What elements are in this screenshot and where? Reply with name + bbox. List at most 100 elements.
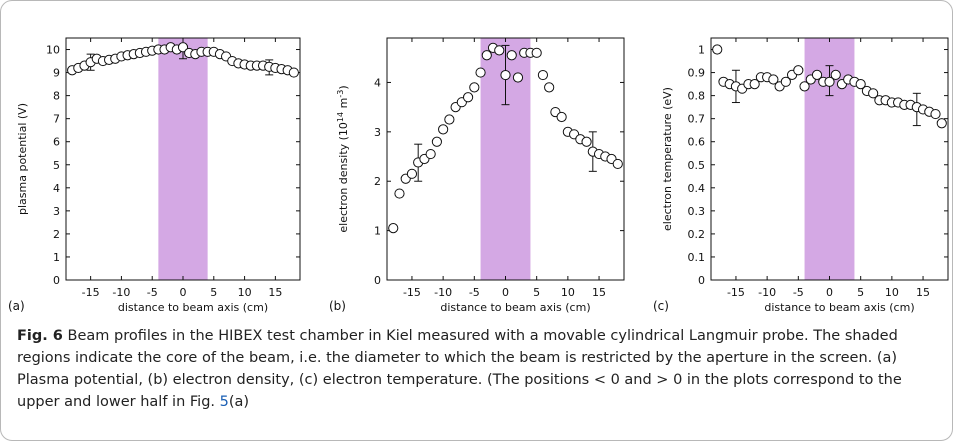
data-point: [936, 118, 947, 129]
y-tick-label: 9: [53, 67, 60, 80]
x-tick-label: 10: [238, 286, 252, 299]
data-point: [388, 223, 399, 234]
data-point: [406, 168, 418, 179]
y-tick-label: 1: [53, 251, 60, 264]
data-point: [799, 81, 810, 92]
data-point: [531, 47, 542, 58]
y-axis-label: electron temperature (eV): [661, 87, 674, 231]
beam-core-shade: [158, 38, 208, 280]
data-point: [855, 78, 866, 90]
data-point: [793, 65, 804, 76]
data-point: [868, 88, 879, 99]
data-point: [494, 45, 505, 56]
y-tick-label: 2: [374, 175, 381, 188]
y-tick-label: 0: [698, 274, 705, 287]
y-tick-label: 3: [53, 205, 60, 218]
x-tick-label: -10: [112, 286, 130, 299]
x-tick-label: 10: [561, 286, 575, 299]
y-axis-label: plasma potential (V): [16, 103, 29, 215]
y-tick-label: 0: [374, 274, 381, 287]
y-tick-label: 3: [374, 126, 381, 139]
panel-letter: (c): [653, 299, 669, 313]
y-tick-label: 0.5: [688, 159, 706, 172]
data-point: [930, 108, 941, 120]
y-tick-label: 0.9: [688, 67, 706, 80]
data-point: [544, 82, 555, 93]
caption-text: Beam profiles in the HIBEX test chamber …: [17, 328, 902, 410]
caption-figure-link[interactable]: 5: [219, 394, 229, 410]
chart-b: -15 -10 -5 0 5 10 15 0 1 2 3 4 distance to beam axis…: [329, 37, 625, 314]
chart-a: -15 -10 -5 0 5 10 15 0 1 2 3 4 5 6 7 8 9 10 distance to be…: [8, 37, 301, 314]
data-point: [830, 69, 841, 80]
x-tick-label: -10: [758, 286, 776, 299]
y-tick-label: 2: [53, 228, 60, 241]
data-point: [475, 67, 486, 78]
data-point: [288, 67, 299, 78]
x-axis-label: distance to beam axis (cm): [440, 301, 590, 314]
y-tick-label: 1: [698, 44, 705, 57]
x-tick-label: 0: [180, 286, 187, 299]
x-axis-label: distance to beam axis (cm): [764, 301, 914, 314]
y-tick-label: 0.4: [688, 182, 706, 195]
data-point: [431, 136, 442, 147]
data-point: [824, 76, 835, 87]
x-tick-label: 15: [592, 286, 606, 299]
x-tick-label: 5: [533, 286, 540, 299]
x-tick-label: 15: [916, 286, 930, 299]
y-tick-label: 8: [53, 90, 60, 103]
x-tick-label: -5: [469, 286, 480, 299]
data-point: [469, 82, 480, 93]
data-point: [506, 50, 517, 61]
panel-letter: (a): [8, 299, 25, 313]
data-point: [444, 114, 455, 125]
data-point: [556, 111, 567, 123]
caption-label: Fig. 6: [17, 328, 63, 344]
y-tick-label: 10: [46, 44, 60, 57]
x-tick-label: -15: [82, 286, 100, 299]
y-tick-label: 0.6: [688, 136, 706, 149]
y-tick-label: 0.3: [688, 205, 706, 218]
data-point: [811, 69, 823, 80]
data-point: [780, 76, 791, 87]
y-tick-label: 0: [53, 274, 60, 287]
data-point: [462, 92, 474, 103]
y-tick-label: 4: [374, 76, 381, 89]
y-tick-label: 4: [53, 182, 60, 195]
x-tick-label: -10: [434, 286, 452, 299]
x-tick-label: 5: [857, 286, 864, 299]
data-point: [768, 74, 779, 85]
chart-c: -15 -10 -5 0 5 10 15 0 0.1 0.2 0.3 0.4 0.5 0.6 0.7 0.8 0…: [653, 37, 949, 314]
y-tick-label: 6: [53, 136, 60, 149]
data-point: [512, 72, 524, 83]
x-tick-label: 15: [268, 286, 282, 299]
x-axis-label: distance to beam axis (cm): [118, 301, 268, 314]
x-tick-label: -15: [403, 286, 421, 299]
y-tick-label: 0.1: [688, 251, 706, 264]
y-tick-label: 5: [53, 159, 60, 172]
x-tick-label: -5: [147, 286, 158, 299]
data-point: [612, 158, 623, 170]
y-tick-label: 0.7: [688, 113, 706, 126]
x-tick-label: 0: [826, 286, 833, 299]
y-tick-label: 0.8: [688, 90, 706, 103]
data-point: [537, 69, 549, 81]
data-point: [425, 148, 436, 160]
data-point: [438, 124, 449, 135]
caption-text-end: (a): [228, 394, 250, 410]
data-point: [749, 78, 760, 90]
data-point: [500, 69, 511, 81]
data-point: [712, 44, 723, 55]
y-tick-label: 7: [53, 113, 60, 126]
x-tick-label: 0: [502, 286, 509, 299]
x-tick-label: -15: [727, 286, 745, 299]
x-tick-label: 10: [885, 286, 899, 299]
data-point: [177, 42, 189, 53]
data-point: [394, 188, 405, 199]
y-tick-label: 0.2: [688, 228, 706, 241]
panel-letter: (b): [329, 299, 346, 313]
figure-caption: Fig. 6 Beam profiles in the HIBEX test c…: [17, 325, 942, 413]
data-point: [581, 136, 592, 147]
data-point: [481, 50, 492, 61]
y-tick-label: 1: [374, 225, 381, 238]
